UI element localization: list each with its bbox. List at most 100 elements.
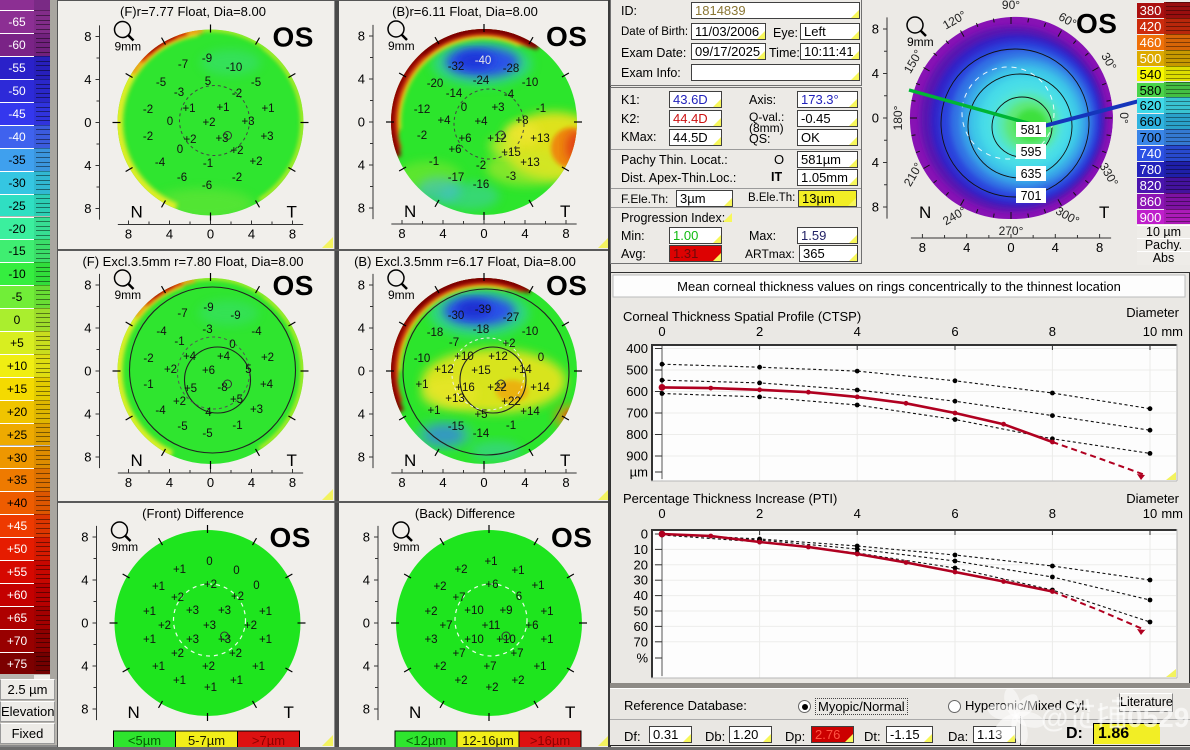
svg-text:9mm: 9mm: [115, 40, 142, 54]
svg-text:701: 701: [1021, 189, 1042, 203]
svg-text:-10: -10: [522, 326, 539, 338]
svg-text:9mm: 9mm: [907, 35, 934, 49]
svg-text:0: 0: [84, 115, 91, 130]
svg-text:800: 800: [626, 427, 648, 442]
svg-text:4: 4: [521, 226, 528, 241]
svg-text:8: 8: [358, 29, 365, 44]
svg-text:120°: 120°: [940, 8, 969, 33]
svg-text:+2: +2: [502, 338, 515, 350]
svg-text:+3: +3: [491, 102, 504, 114]
svg-text:-9: -9: [202, 53, 212, 65]
svg-text:4: 4: [81, 573, 88, 588]
svg-text:+1: +1: [259, 606, 272, 618]
svg-text:8: 8: [81, 702, 88, 717]
svg-text:+5: +5: [230, 394, 243, 406]
svg-text:8: 8: [125, 475, 132, 490]
svg-text:-3: -3: [202, 324, 212, 336]
svg-text:8: 8: [398, 475, 405, 490]
svg-text:+9: +9: [499, 605, 512, 617]
svg-text:8: 8: [872, 200, 879, 215]
svg-text:0: 0: [480, 226, 487, 241]
svg-text:-2: -2: [476, 160, 486, 172]
svg-text:+13: +13: [445, 393, 465, 405]
svg-text:Corneal Thickness Spatial Prof: Corneal Thickness Spatial Profile (CTSP): [623, 309, 861, 324]
svg-text:8: 8: [398, 226, 405, 241]
svg-text:N: N: [131, 451, 143, 470]
svg-text:6: 6: [516, 591, 522, 603]
svg-text:(F)r=7.77 Float, Dia=8.00: (F)r=7.77 Float, Dia=8.00: [120, 4, 266, 19]
svg-text:Mean corneal thickness values: Mean corneal thickness values on rings c…: [677, 279, 1121, 294]
svg-text:4: 4: [84, 321, 91, 336]
svg-text:+4: +4: [183, 351, 197, 363]
svg-text:30: 30: [634, 573, 648, 588]
svg-text:-4: -4: [251, 326, 262, 338]
svg-text:-7: -7: [177, 308, 187, 320]
svg-text:+1: +1: [230, 675, 243, 687]
svg-text:@: @: [1041, 702, 1068, 733]
svg-text:+22: +22: [501, 396, 521, 408]
svg-text:(B) Excl.3.5mm r=6.17 Float,: (B) Excl.3.5mm r=6.17 Float, Dia=8.00: [354, 254, 576, 269]
svg-text:8: 8: [562, 475, 569, 490]
svg-text:+1: +1: [152, 581, 165, 593]
svg-text:8: 8: [84, 450, 91, 465]
svg-text:-1: -1: [143, 379, 153, 391]
svg-text:-10: -10: [226, 62, 243, 74]
svg-text:T: T: [284, 703, 294, 722]
svg-text:300°: 300°: [1053, 204, 1082, 229]
svg-text:0: 0: [206, 556, 212, 568]
svg-text:<5µm: <5µm: [128, 733, 161, 748]
svg-text:+2: +2: [433, 581, 446, 593]
svg-text:+3: +3: [186, 634, 199, 646]
svg-text:4: 4: [363, 573, 370, 588]
svg-text:-20: -20: [427, 78, 444, 90]
svg-text:40: 40: [634, 588, 648, 603]
svg-text:-2: -2: [143, 353, 153, 365]
svg-text:4: 4: [205, 407, 212, 419]
svg-text:180°: 180°: [891, 105, 905, 130]
svg-text:8: 8: [363, 702, 370, 717]
svg-text:+1: +1: [415, 379, 428, 391]
svg-text:+2: +2: [454, 675, 467, 687]
svg-text:-10: -10: [522, 77, 539, 89]
svg-text:Diameter: Diameter: [1126, 305, 1179, 320]
svg-text:-6: -6: [177, 172, 187, 184]
svg-text:T: T: [560, 202, 570, 221]
svg-text:(Front) Difference: (Front) Difference: [142, 506, 244, 521]
svg-text:4: 4: [248, 227, 255, 242]
svg-text:4: 4: [166, 475, 173, 490]
svg-text:+2: +2: [164, 364, 177, 376]
svg-text:>7µm: >7µm: [252, 733, 285, 748]
svg-text:150°: 150°: [901, 47, 926, 76]
svg-text:+1: +1: [204, 682, 217, 694]
svg-text:+2: +2: [171, 648, 184, 660]
svg-text:+2: +2: [204, 579, 217, 591]
svg-text:4: 4: [872, 66, 879, 81]
svg-text:8: 8: [358, 201, 365, 216]
svg-text:+1: +1: [531, 580, 544, 592]
svg-text:-24: -24: [473, 75, 490, 87]
svg-text:+1: +1: [484, 556, 497, 568]
svg-text:4: 4: [84, 158, 91, 173]
svg-text:8: 8: [289, 475, 296, 490]
svg-text:+10: +10: [464, 605, 484, 617]
svg-text:2: 2: [756, 506, 763, 521]
svg-text:-27: -27: [503, 312, 520, 324]
svg-text:6: 6: [951, 506, 958, 521]
svg-text:OS: OS: [551, 522, 592, 553]
svg-text:T: T: [560, 451, 570, 470]
svg-text:-4: -4: [155, 157, 166, 169]
svg-text:8: 8: [1096, 240, 1103, 255]
svg-text:+10: +10: [464, 634, 484, 646]
svg-text:+1: +1: [540, 606, 553, 618]
svg-text:+2: +2: [202, 661, 215, 673]
svg-text:0: 0: [207, 227, 214, 242]
svg-text:-8: -8: [217, 382, 227, 394]
svg-text:+3: +3: [215, 133, 228, 145]
svg-text:+2: +2: [454, 564, 467, 576]
svg-text:0: 0: [872, 111, 879, 126]
svg-text:+14: +14: [530, 382, 550, 394]
svg-text:+1: +1: [152, 661, 165, 673]
svg-text:4: 4: [358, 158, 365, 173]
svg-text:0: 0: [207, 475, 214, 490]
svg-text:+3: +3: [218, 605, 231, 617]
